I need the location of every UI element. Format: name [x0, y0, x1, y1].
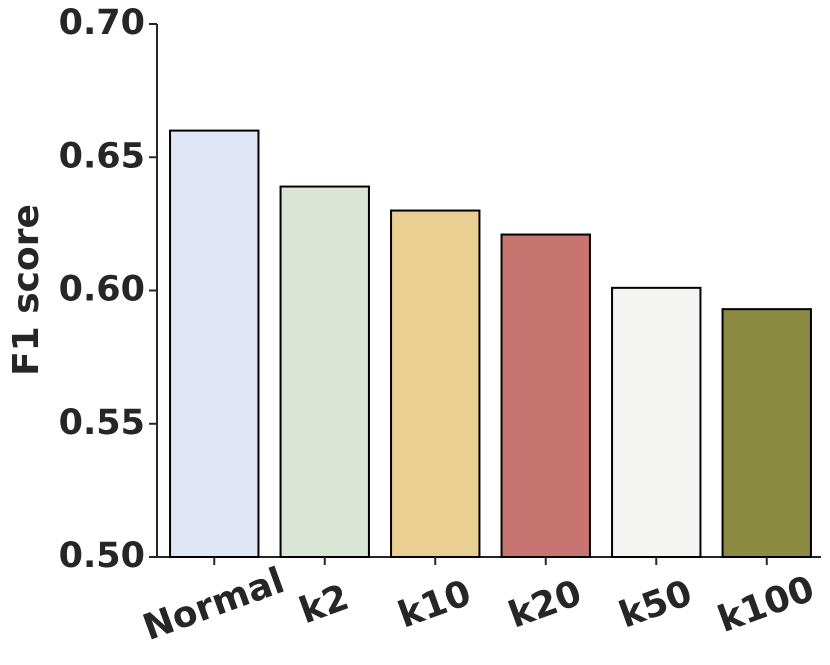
y-tick-label: 0.65 — [59, 136, 145, 176]
bar — [390, 209, 481, 559]
x-tick-label: k100 — [713, 568, 820, 640]
y-tick-label: 0.60 — [59, 270, 145, 310]
y-tick-label: 0.50 — [59, 536, 145, 576]
bar — [279, 185, 370, 558]
x-tick-label: k10 — [393, 573, 477, 637]
bar — [721, 308, 812, 558]
bar — [500, 233, 591, 558]
x-tick-label: k20 — [503, 573, 587, 637]
y-tick-label: 0.70 — [59, 3, 145, 43]
bar — [611, 286, 702, 558]
x-tick-label: k50 — [614, 573, 698, 637]
y-tick-label: 0.55 — [59, 403, 145, 443]
y-axis-label: F1 score — [6, 204, 47, 376]
x-tick-label: Normal — [138, 560, 290, 649]
x-tick-label: k2 — [294, 577, 354, 632]
bar — [169, 129, 260, 558]
